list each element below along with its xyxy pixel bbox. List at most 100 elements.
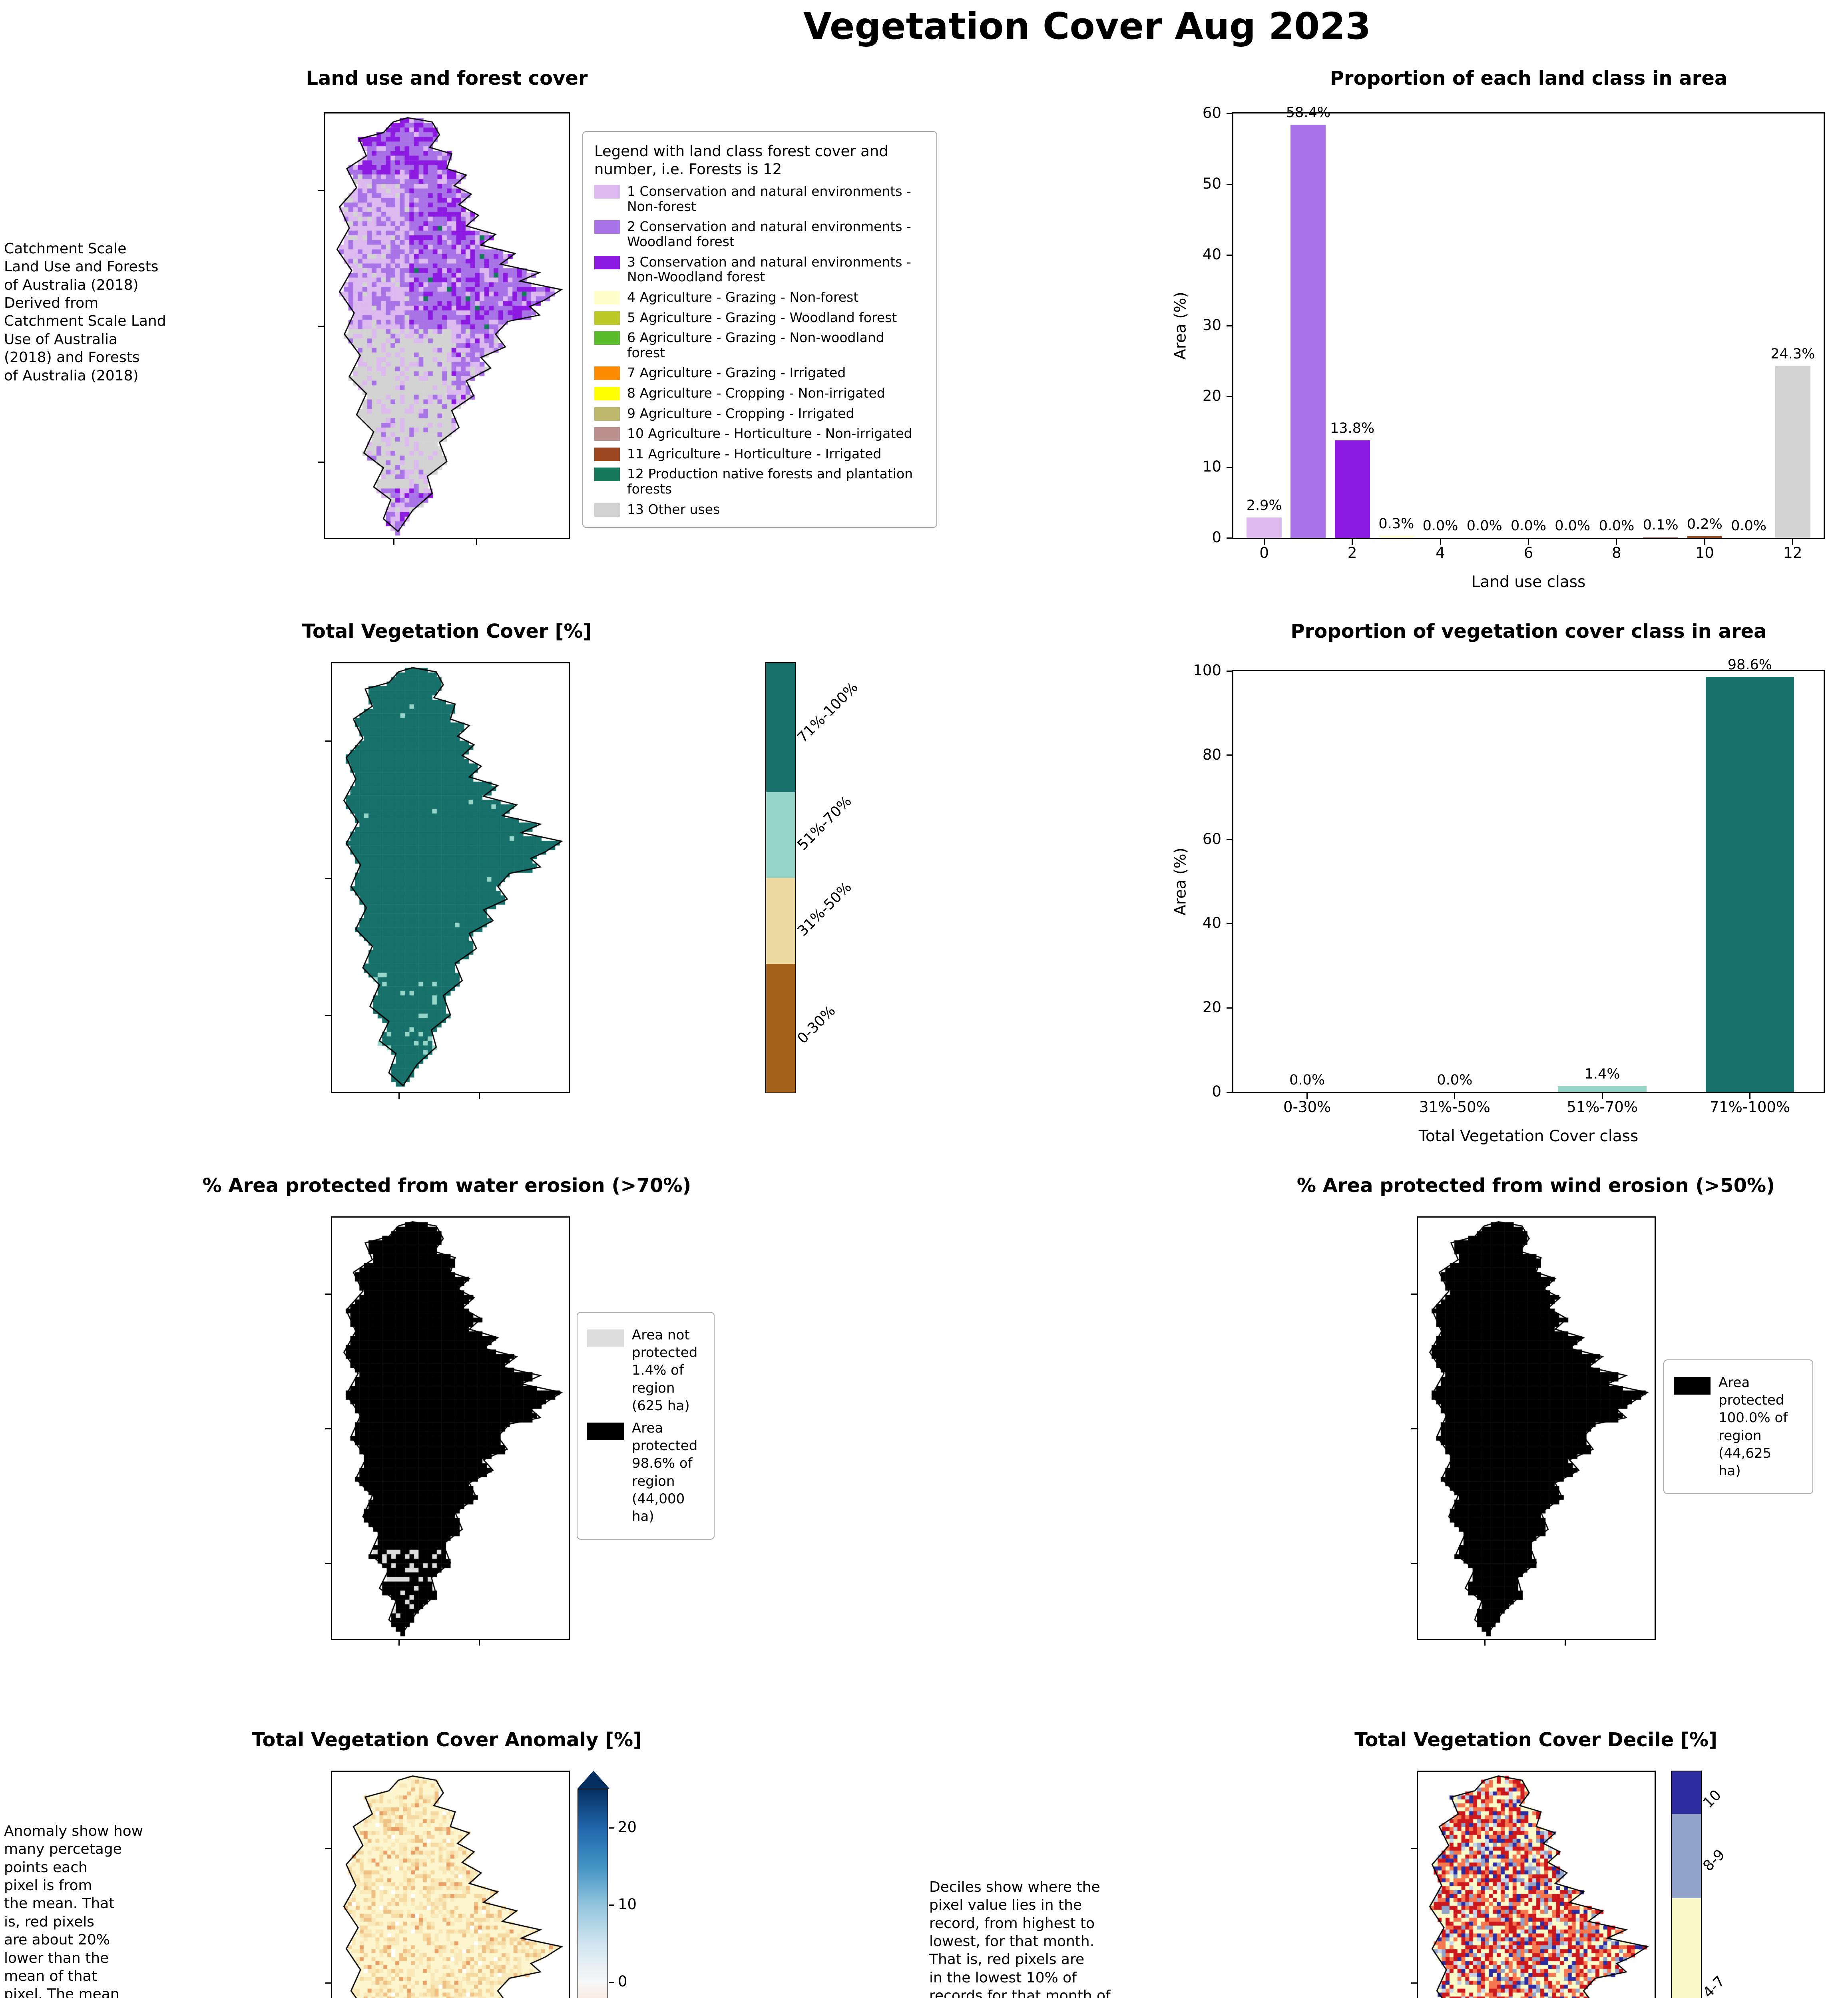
legend-swatch <box>594 331 620 345</box>
water-erosion-map-frame <box>325 1216 570 1646</box>
legend-swatch <box>594 407 620 421</box>
legend-label: 6 Agriculture - Grazing - Non-woodland f… <box>627 330 884 360</box>
axis-tick <box>325 1847 331 1849</box>
axis-tick <box>479 1640 480 1646</box>
landuse-legend: Legend with land class forest cover and … <box>582 131 937 528</box>
vegcover-map-frame <box>325 662 570 1099</box>
colorbar-segment <box>766 878 795 964</box>
axis-tick <box>476 539 478 545</box>
x-tick-label: 8 <box>1612 544 1621 561</box>
y-axis-tick <box>1227 670 1232 672</box>
x-axis-tick <box>1454 1093 1456 1099</box>
axis-tick <box>318 190 324 191</box>
bar-value-label: 98.6% <box>1727 657 1772 673</box>
vegclass-bar-chart: Area (%) Total Vegetation Cover class 0 2… <box>1172 657 1825 1145</box>
y-tick-label: 60 <box>1202 104 1221 121</box>
bar-value-label: 0.0% <box>1466 518 1502 534</box>
bar-value-label: 0.0% <box>1289 1072 1325 1088</box>
bar <box>1705 677 1794 1092</box>
legend-swatch <box>1674 1377 1711 1395</box>
y-tick-label: 0 <box>1212 529 1221 546</box>
axis-tick <box>1565 1640 1566 1646</box>
y-axis-tick <box>1227 183 1232 185</box>
axis-tick <box>318 326 324 327</box>
legend-label: Area protected 98.6% of region (44,000 h… <box>632 1420 698 1524</box>
colorbar-tick <box>609 1982 614 1983</box>
x-tick-label: 0-30% <box>1283 1099 1331 1116</box>
x-axis-tick <box>1352 539 1353 545</box>
x-axis-tick <box>1528 539 1529 545</box>
y-axis-tick <box>1227 754 1232 756</box>
legend-label: 4 Agriculture - Grazing - Non-forest <box>627 289 859 305</box>
legend-swatch <box>594 366 620 380</box>
legend-label: 3 Conservation and natural environments … <box>627 254 911 285</box>
legend-swatch <box>594 185 620 199</box>
axis-tick <box>393 539 394 545</box>
legend-entry: 9 Agriculture - Cropping - Irrigated <box>594 406 925 421</box>
colorbar-label: 8-9 <box>1700 1846 1729 1875</box>
bar <box>1290 125 1326 538</box>
decile-map-title: Total Vegetation Cover Decile [%] <box>1354 1729 1717 1751</box>
y-axis-tick <box>1227 1007 1232 1009</box>
x-tick-label: 4 <box>1436 544 1445 561</box>
axis-tick <box>1411 1563 1417 1564</box>
bar-value-label: 58.4% <box>1286 105 1330 121</box>
colorbar-label: 0-30% <box>794 1002 839 1047</box>
x-tick-label: 6 <box>1523 544 1533 561</box>
legend-label: 2 Conservation and natural environments … <box>627 219 911 250</box>
legend-swatch <box>594 291 620 304</box>
legend-label: 11 Agriculture - Horticulture - Irrigate… <box>627 446 882 462</box>
colorbar-tick-label: 10 <box>618 1895 637 1913</box>
y-axis-tick <box>1227 466 1232 468</box>
x-axis-tick <box>1616 539 1617 545</box>
legend-label: 12 Production native forests and plantat… <box>627 466 913 497</box>
y-axis-tick <box>1227 537 1232 539</box>
colorbar-tick-label: 20 <box>618 1818 637 1836</box>
colorbar-tick-label: 0 <box>618 1973 627 1990</box>
bar-value-label: 13.8% <box>1330 420 1375 436</box>
colorbar-label: 31%-50% <box>794 879 855 939</box>
legend-entry: 1 Conservation and natural environments … <box>594 184 925 214</box>
legend-label: 10 Agriculture - Horticulture - Non-irri… <box>627 426 912 442</box>
bar-value-label: 0.0% <box>1555 518 1591 534</box>
vegcover-map-title: Total Vegetation Cover [%] <box>302 620 592 643</box>
legend-entry: Area protected 98.6% of region (44,000 h… <box>587 1419 704 1525</box>
decile-map-frame <box>1411 1771 1656 1998</box>
legend-label: 5 Agriculture - Grazing - Woodland fores… <box>627 309 897 325</box>
legend-swatch <box>594 503 620 517</box>
axis-tick <box>325 1428 331 1429</box>
axis-tick <box>398 1093 400 1099</box>
colorbar-label: 51%-70% <box>794 793 855 854</box>
y-tick-label: 0 <box>1212 1083 1221 1100</box>
x-tick-label: 51%-70% <box>1567 1099 1638 1116</box>
bar-value-label: 0.0% <box>1599 518 1635 534</box>
legend-entry: 4 Agriculture - Grazing - Non-forest <box>594 290 925 305</box>
bar-value-label: 0.1% <box>1643 517 1679 533</box>
water-erosion-legend: Area not protected 1.4% of region (625 h… <box>577 1312 715 1540</box>
bar-value-label: 1.4% <box>1584 1066 1620 1083</box>
bar <box>1643 537 1679 538</box>
decile-map-canvas <box>1418 1772 1655 1998</box>
y-axis-tick <box>1227 396 1232 397</box>
axis-tick <box>1411 1428 1417 1429</box>
water-erosion-map-canvas <box>332 1218 569 1639</box>
landclass-chart-title: Proportion of each land class in area <box>1330 67 1728 90</box>
axis-tick <box>325 1293 331 1295</box>
wind-erosion-map-canvas <box>1418 1218 1655 1639</box>
axis-tick <box>398 1640 400 1646</box>
colorbar-label: 4-7 <box>1700 1973 1729 1998</box>
axis-tick <box>479 1093 480 1099</box>
legend-swatch <box>594 220 620 234</box>
legend-entry: 2 Conservation and natural environments … <box>594 219 925 249</box>
y-axis-tick <box>1227 113 1232 114</box>
bar-value-label: 0.0% <box>1511 518 1546 534</box>
x-tick-label: 2 <box>1347 544 1357 561</box>
bar <box>1687 536 1723 538</box>
legend-swatch <box>587 1422 624 1440</box>
x-tick-label: 12 <box>1783 544 1802 561</box>
bar <box>1247 517 1282 538</box>
legend-entry: 7 Agriculture - Grazing - Irrigated <box>594 365 925 380</box>
colorbar-segment <box>766 792 795 878</box>
legend-swatch <box>594 311 620 325</box>
